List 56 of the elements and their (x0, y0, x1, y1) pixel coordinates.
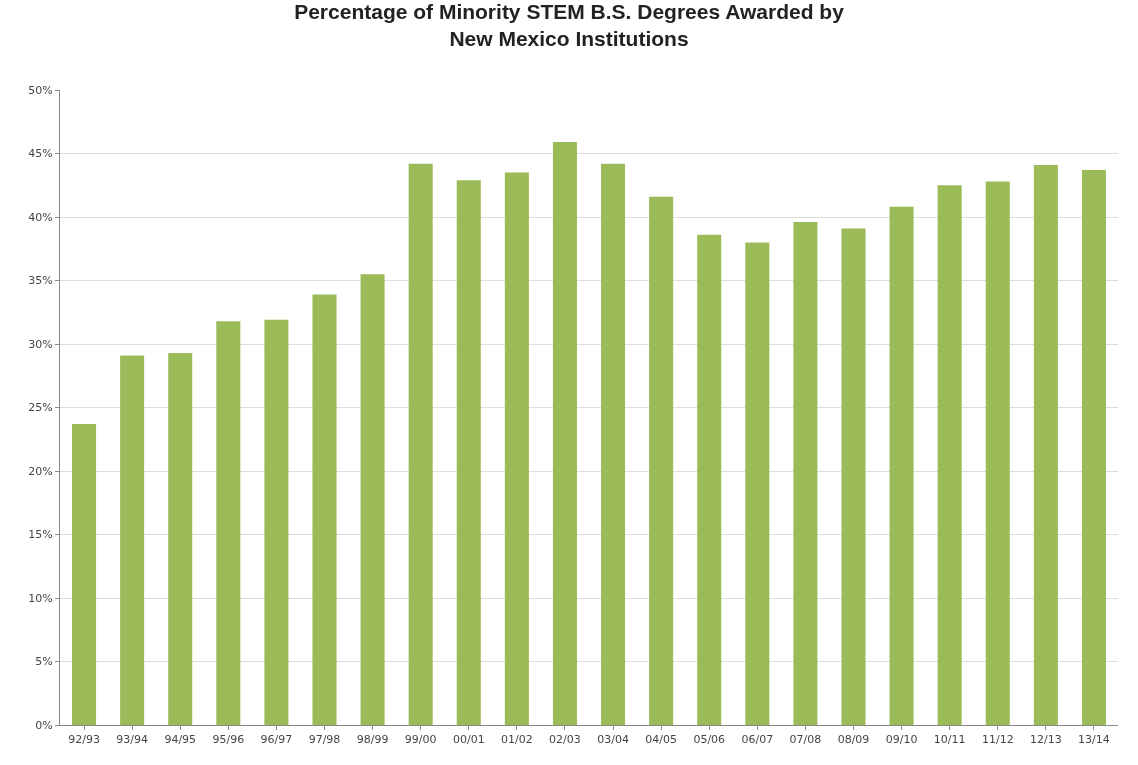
bar (72, 424, 97, 725)
bar (745, 242, 770, 725)
bar (985, 181, 1010, 725)
y-tick-label: 45% (28, 147, 53, 161)
bar (649, 196, 674, 725)
y-tick-label: 0% (35, 718, 53, 732)
bar (216, 321, 241, 725)
y-tick-label: 15% (28, 528, 53, 542)
bar (1033, 164, 1058, 725)
x-tick-label: 11/12 (981, 733, 1014, 747)
bar (408, 163, 433, 725)
x-tick-label: 92/93 (68, 733, 100, 747)
y-tick-label: 5% (35, 655, 53, 669)
x-tick-label: 01/02 (501, 733, 533, 747)
y-tick-label: 25% (28, 401, 53, 415)
bar (697, 234, 722, 725)
x-tick-label: 03/04 (597, 733, 629, 747)
bar (793, 222, 818, 725)
x-tick-label: 98/99 (356, 733, 389, 747)
x-tick-label: 99/00 (404, 733, 437, 747)
y-tick-label: 50% (28, 83, 53, 97)
bar (456, 180, 481, 725)
bar (360, 274, 385, 725)
x-tick-label: 09/10 (885, 733, 918, 747)
x-tick-label: 97/98 (308, 733, 341, 747)
y-tick-label: 35% (28, 274, 53, 288)
x-tick-label: 06/07 (741, 733, 774, 747)
y-tick-label: 10% (28, 591, 53, 605)
bar (552, 142, 577, 725)
x-tick-label: 07/08 (789, 733, 822, 747)
bar (841, 228, 866, 725)
bar (168, 352, 193, 725)
x-tick-label: 05/06 (693, 733, 726, 747)
x-tick-label: 02/03 (549, 733, 581, 747)
bar (264, 319, 289, 725)
x-tick-label: 12/13 (1030, 733, 1062, 747)
bar (1081, 170, 1106, 725)
x-tick-label: 00/01 (452, 733, 485, 747)
bar (312, 294, 337, 725)
bar (601, 163, 626, 725)
bar (889, 206, 914, 725)
bar (504, 172, 529, 725)
y-tick-label: 30% (28, 337, 53, 351)
x-tick-label: 93/94 (116, 733, 148, 747)
x-tick-label: 08/09 (837, 733, 870, 747)
x-tick-label: 10/11 (933, 733, 966, 747)
x-tick-label: 95/96 (212, 733, 245, 747)
y-tick-label: 40% (28, 210, 53, 224)
bar (120, 355, 145, 725)
bar (937, 185, 962, 725)
x-tick-label: 96/97 (260, 733, 293, 747)
x-tick-label: 04/05 (645, 733, 677, 747)
x-tick-label: 94/95 (164, 733, 197, 747)
x-tick-label: 13/14 (1078, 733, 1110, 747)
y-tick-label: 20% (28, 464, 53, 478)
chart-title: Percentage of Minority STEM B.S. Degrees Awarded by New Mexico Institutions (294, 0, 845, 51)
